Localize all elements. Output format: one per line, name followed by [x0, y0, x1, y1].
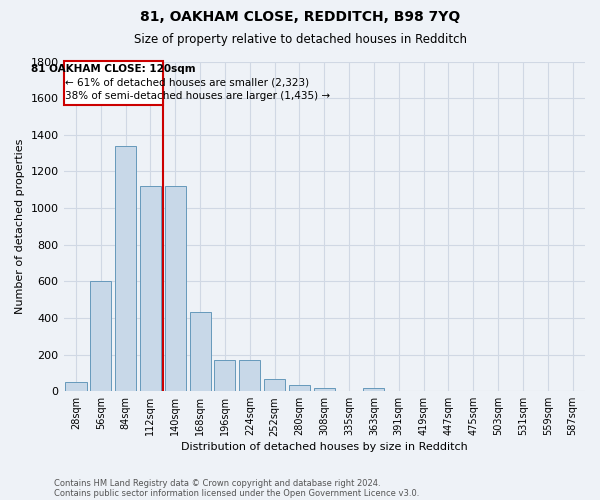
- Bar: [239, 360, 260, 391]
- Bar: [65, 382, 86, 391]
- Bar: [140, 186, 161, 391]
- Text: ← 61% of detached houses are smaller (2,323): ← 61% of detached houses are smaller (2,…: [65, 78, 309, 88]
- Bar: [264, 380, 285, 391]
- Text: 38% of semi-detached houses are larger (1,435) →: 38% of semi-detached houses are larger (…: [65, 91, 330, 101]
- Text: Size of property relative to detached houses in Redditch: Size of property relative to detached ho…: [133, 32, 467, 46]
- Bar: [90, 282, 112, 391]
- Bar: [214, 360, 235, 391]
- Text: 81 OAKHAM CLOSE: 120sqm: 81 OAKHAM CLOSE: 120sqm: [31, 64, 196, 74]
- Bar: [64, 62, 163, 106]
- Y-axis label: Number of detached properties: Number of detached properties: [15, 138, 25, 314]
- Text: Contains HM Land Registry data © Crown copyright and database right 2024.: Contains HM Land Registry data © Crown c…: [54, 478, 380, 488]
- Bar: [314, 388, 335, 391]
- Bar: [190, 312, 211, 391]
- Bar: [115, 146, 136, 391]
- Bar: [289, 385, 310, 391]
- Bar: [364, 388, 385, 391]
- X-axis label: Distribution of detached houses by size in Redditch: Distribution of detached houses by size …: [181, 442, 467, 452]
- Text: 81, OAKHAM CLOSE, REDDITCH, B98 7YQ: 81, OAKHAM CLOSE, REDDITCH, B98 7YQ: [140, 10, 460, 24]
- Bar: [165, 186, 186, 391]
- Text: Contains public sector information licensed under the Open Government Licence v3: Contains public sector information licen…: [54, 488, 419, 498]
